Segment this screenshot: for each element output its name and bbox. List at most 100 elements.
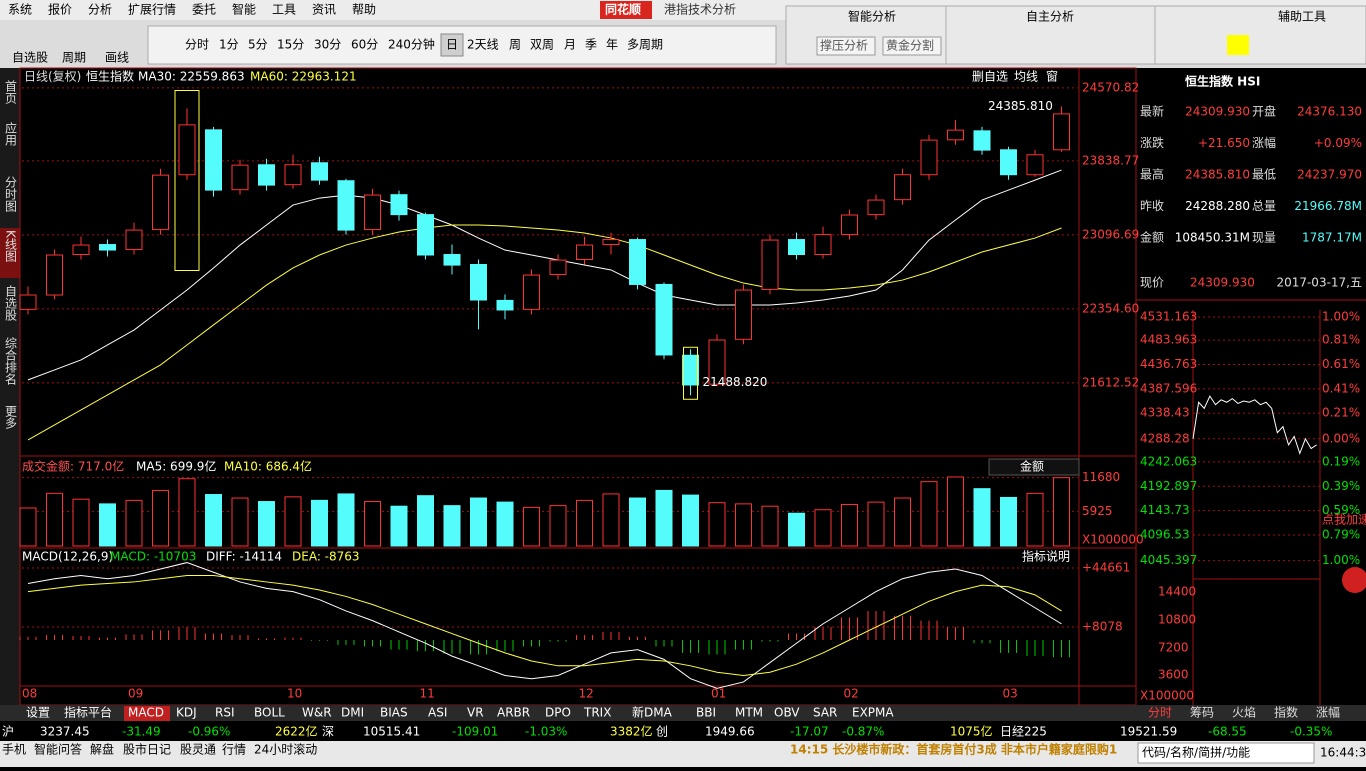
period-button[interactable]: 季 (585, 38, 597, 52)
indicator-tab[interactable]: EXPMA (852, 706, 894, 720)
period-button[interactable]: 1分 (219, 38, 239, 52)
indicator-tab[interactable]: MTM (735, 706, 763, 720)
indicator-tab[interactable]: W&R (302, 706, 332, 720)
period-button[interactable]: 双周 (530, 38, 554, 52)
indicator-tab[interactable]: BBI (696, 706, 716, 720)
intraday-tab[interactable]: 分时 (1148, 706, 1172, 720)
menu-item[interactable]: 报价 (48, 2, 72, 17)
intraday-line (1192, 395, 1317, 455)
status-item[interactable]: 24小时滚动 (254, 742, 317, 757)
period-button[interactable]: 多周期 (627, 38, 663, 52)
menu-item[interactable]: 分析 (88, 3, 112, 17)
badge-icon[interactable] (1342, 567, 1366, 593)
candle-body (973, 130, 991, 151)
indicator-tab[interactable]: VR (467, 706, 484, 720)
status-item[interactable]: 智能问答 (34, 742, 82, 757)
quote-value: 24288.280 (1185, 199, 1250, 213)
indicator-tab[interactable]: KDJ (176, 706, 197, 720)
side-tab[interactable]: 综合排名 (4, 337, 18, 385)
candle-body (258, 164, 275, 186)
period-button[interactable]: 年 (606, 38, 618, 52)
period-button[interactable]: 240分钟 (388, 37, 435, 52)
panel-button-label[interactable]: 黄金分割 (886, 38, 934, 53)
volume-title: 成交金额: 717.0亿 (22, 459, 124, 474)
candle-body (443, 254, 461, 266)
search-box[interactable] (1137, 742, 1315, 764)
indicator-tab[interactable]: TRIX (583, 706, 611, 720)
indicator-tab[interactable]: OBV (774, 706, 800, 720)
intraday-tab[interactable]: 涨幅 (1316, 705, 1340, 720)
intraday-tab[interactable]: 火焰 (1232, 705, 1256, 720)
period-button[interactable]: 30分 (314, 38, 341, 52)
volume-bar (602, 493, 620, 547)
search-placeholder[interactable]: 代码/名称/简拼/功能 (1142, 745, 1250, 760)
volume-bar (523, 506, 540, 547)
toolbar-button[interactable]: 画线 (105, 51, 129, 65)
ticker-item: -0.96% (188, 725, 230, 739)
panel-button[interactable] (816, 36, 876, 56)
side-tab[interactable]: 分时图 (4, 176, 18, 212)
period-button[interactable]: 5分 (248, 38, 268, 52)
chart-button[interactable]: 删自选 (972, 70, 1008, 84)
candle-body (417, 214, 434, 256)
news-ticker[interactable]: 14:15 长沙楼市新政：首套房首付3成 非本市户籍家庭限购1 (790, 742, 1117, 757)
period-button[interactable]: 分时 (185, 38, 209, 52)
selector-box[interactable] (988, 458, 1080, 476)
period-button[interactable]: 2天线 (467, 38, 499, 52)
menu-item[interactable]: 帮助 (352, 3, 376, 17)
candle-body (231, 164, 249, 191)
status-item[interactable]: 解盘 (90, 742, 114, 757)
menu-item[interactable]: 智能 (232, 2, 256, 17)
volume-selector[interactable]: 金额 (1020, 459, 1044, 474)
indicator-tab[interactable]: 设置 (26, 706, 50, 720)
side-tab[interactable]: 更多 (4, 405, 18, 430)
menu-item[interactable]: 委托 (192, 3, 216, 17)
period-button[interactable]: 周 (509, 38, 521, 52)
ticker-item: -0.35% (1290, 725, 1332, 739)
panel-button-label[interactable]: 撑压分析 (820, 38, 868, 53)
indicator-tab[interactable]: ARBR (497, 706, 530, 720)
ticker-item: 19521.59 (1120, 725, 1177, 739)
status-item[interactable]: 股灵通 (180, 743, 216, 757)
menu-item[interactable]: 工具 (272, 3, 296, 17)
indicator-tab[interactable]: 新DMA (632, 705, 673, 720)
indicator-tab[interactable]: RSI (215, 706, 235, 720)
menu-item[interactable]: 扩展行情 (128, 3, 176, 17)
badge[interactable]: 点我加速 (1322, 513, 1366, 527)
color-swatch[interactable] (1227, 35, 1249, 55)
candle-body (496, 299, 514, 311)
indicator-tab[interactable]: ASI (428, 706, 447, 720)
panel-button[interactable] (882, 36, 942, 56)
volume-tick-label: 7200 (1158, 641, 1189, 655)
status-item[interactable]: 手机 (2, 743, 26, 757)
toolbar-button[interactable]: 自选股 (12, 51, 48, 65)
menu-item[interactable]: 资讯 (312, 3, 336, 17)
help-button[interactable]: 指标说明 (1022, 549, 1070, 564)
intraday-tab[interactable]: 筹码 (1190, 706, 1214, 720)
indicator-tab[interactable]: BIAS (380, 706, 408, 720)
intraday-tab[interactable]: 指数 (1274, 705, 1298, 720)
indicator-tab[interactable]: SAR (813, 706, 837, 720)
indicator-tab[interactable]: BOLL (254, 706, 285, 720)
indicator-tab[interactable]: DPO (545, 706, 571, 720)
period-button[interactable]: 日 (446, 38, 458, 52)
side-tab[interactable]: K线图 (4, 230, 18, 262)
toolbar-button[interactable]: 周期 (62, 51, 86, 65)
price-tick-label: 4531.163 (1140, 310, 1197, 324)
side-tab[interactable]: 应用 (4, 121, 18, 147)
chart-button[interactable]: 窗 (1046, 70, 1058, 84)
indicator-tab[interactable]: MACD (128, 706, 164, 720)
volume-unit: X100000 (1140, 689, 1194, 703)
menu-item[interactable]: 系统 (8, 3, 32, 17)
period-button[interactable]: 15分 (277, 38, 304, 52)
indicator-tab[interactable]: DMI (341, 706, 364, 720)
indicator-tab[interactable]: 指标平台 (64, 705, 112, 720)
chart-button[interactable]: 均线 (1014, 70, 1038, 84)
side-tab[interactable]: 自选股 (4, 285, 18, 322)
side-tab[interactable]: 首页 (4, 80, 18, 105)
status-item[interactable]: 行情 (222, 743, 246, 757)
volume-bar (205, 494, 222, 547)
status-item[interactable]: 股市日记 (123, 742, 171, 757)
period-button[interactable]: 60分 (351, 38, 378, 52)
period-button[interactable]: 月 (564, 38, 576, 52)
